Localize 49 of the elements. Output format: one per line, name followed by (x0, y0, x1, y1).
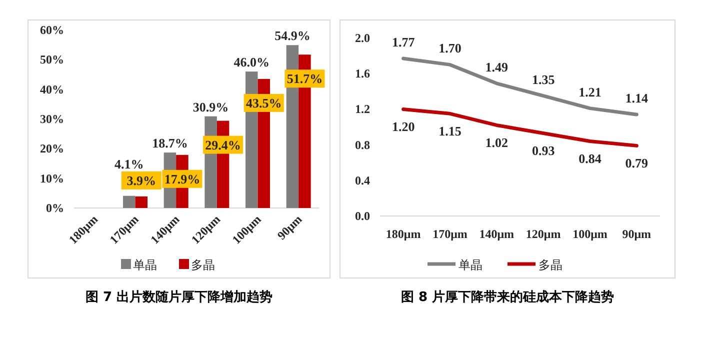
text: 图 8 片厚下降带来的硅成本下降趋势 (400, 289, 614, 305)
y-tick-label: 40% (40, 82, 64, 96)
data-label: 30.9% (192, 99, 229, 114)
x-tick-label: 140μm (479, 227, 514, 241)
x-tick-label: 100μm (572, 227, 608, 241)
y-tick-label: 0.0 (355, 209, 370, 223)
y-tick-label: 1.2 (355, 102, 370, 116)
y-tick-label: 30% (40, 112, 64, 126)
data-label: 1.70 (438, 40, 462, 56)
data-label: 46.0% (234, 54, 270, 70)
data-label: 1.77 (392, 34, 416, 50)
y-tick-label: 0% (46, 201, 64, 215)
y-tick-label: 0.8 (355, 138, 370, 152)
data-label: 43.5% (246, 95, 282, 110)
y-tick-label: 60% (40, 23, 64, 37)
y-tick-label: 1.6 (355, 66, 370, 81)
data-label: 1.49 (485, 59, 509, 74)
legend-label: 单晶 (458, 258, 482, 272)
bar (135, 196, 148, 208)
legend-label: 多晶 (538, 258, 562, 272)
data-label: 4.1% (114, 156, 144, 172)
legend-label: 单晶 (133, 258, 157, 272)
data-label: 3.9% (126, 172, 156, 188)
x-tick-label: 90μm (622, 227, 652, 241)
data-label: 29.4% (205, 137, 241, 152)
data-label: 1.21 (578, 84, 602, 100)
y-tick-label: 2.0 (355, 31, 370, 45)
data-label: 0.79 (625, 156, 649, 171)
data-label: 51.7% (286, 71, 323, 86)
text: 图 7 出片数随片厚下降增加趋势 (85, 289, 273, 305)
x-tick-label: 170μm (432, 227, 468, 241)
x-tick-label: 120μm (526, 227, 561, 241)
y-tick-label: 20% (40, 142, 64, 156)
data-label: 1.20 (392, 119, 415, 134)
data-label: 54.9% (274, 28, 310, 44)
legend-label: 多晶 (191, 258, 215, 272)
data-label: 18.7% (152, 136, 188, 151)
data-label: 1.15 (438, 124, 462, 139)
y-tick-label: 10% (40, 171, 64, 186)
y-tick-label: 0.4 (355, 173, 370, 188)
data-label: 1.14 (625, 90, 649, 106)
y-tick-label: 50% (40, 52, 64, 67)
data-label: 1.02 (485, 135, 508, 150)
data-label: 0.84 (578, 151, 602, 166)
data-label: 1.35 (532, 72, 556, 87)
data-label: 17.9% (164, 171, 200, 186)
x-tick-label: 180μm (386, 227, 421, 241)
data-label: 0.93 (532, 143, 556, 158)
bar (123, 196, 136, 208)
